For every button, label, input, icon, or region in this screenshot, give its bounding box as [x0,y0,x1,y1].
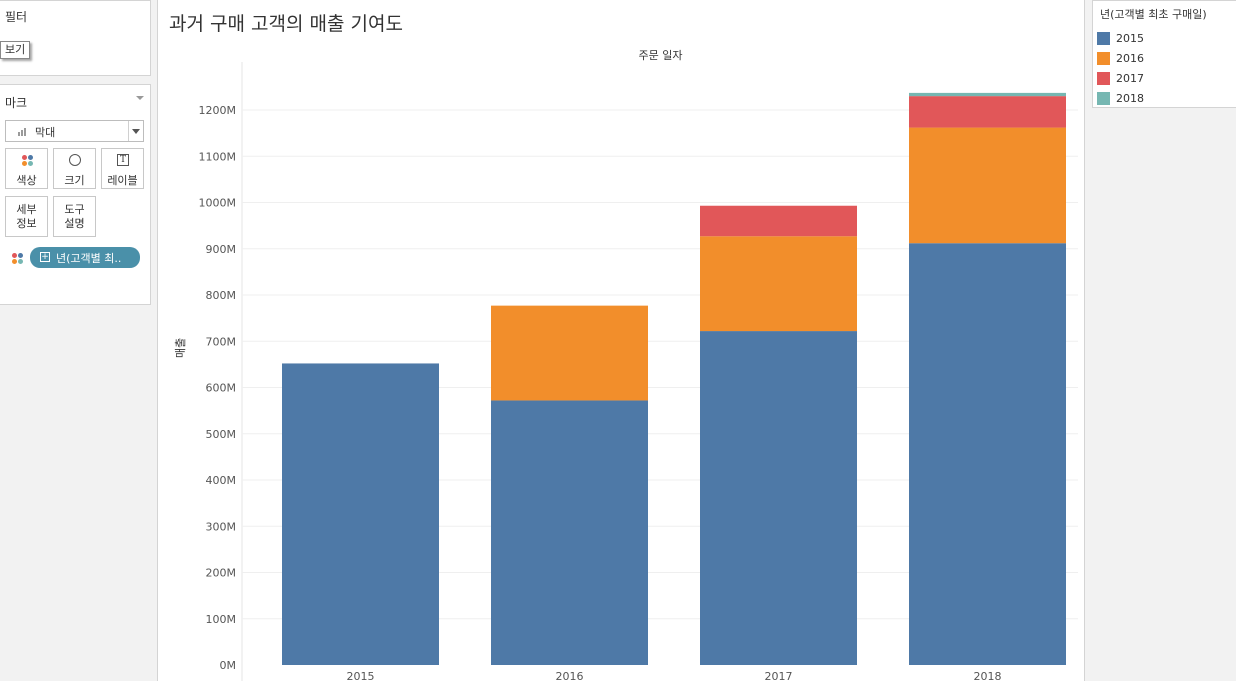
legend-swatch [1097,32,1110,45]
y-tick-label: 600M [206,382,237,395]
y-tick-label: 900M [206,243,237,256]
color-field-pill[interactable]: + 년(고객별 최.. [30,247,140,268]
legend-swatch [1097,52,1110,65]
color-field-pill-label: 년(고객별 최.. [56,252,122,265]
detail-button-label-2: 정보 [16,217,37,230]
x-tick-label: 2018 [974,670,1002,681]
bar-segment [909,92,1066,97]
y-tick-label: 800M [206,289,237,302]
y-tick-label: 300M [206,520,237,533]
bar-segment [909,127,1066,244]
y-tick-label: 100M [206,613,237,626]
bar-chart-icon [18,128,30,136]
chevron-down-icon[interactable] [132,129,140,134]
filters-card: 필터 보기 [0,0,151,76]
worksheet-view: 과거 구매 고객의 매출 기여도 주문 일자 매출 0M 100M 200M 300M… [157,0,1085,681]
color-dots-icon [20,154,34,168]
bar-segment [700,236,857,332]
mark-type-dropdown[interactable]: 막대 [5,120,144,142]
tooltip-button-label-1: 도구 [64,203,85,216]
legend-title: 년(고객별 최초 구매일) [1100,8,1207,21]
marks-menu-icon[interactable] [136,96,144,100]
color-button-label: 색상 [16,174,37,187]
x-tick-label: 2016 [556,670,584,681]
legend-swatch [1097,92,1110,105]
filters-title: 필터 [5,10,28,24]
color-button[interactable]: 색상 [5,148,48,189]
detail-button[interactable]: 세부 정보 [5,196,48,237]
color-dots-icon [11,253,25,267]
marks-card: 마크 막대 색상 크기 [0,84,151,305]
tooltip-button-label-2: 설명 [64,217,85,230]
y-tick-label: 500M [206,428,237,441]
y-tick-label: 1200M [199,104,237,117]
y-tick-label: 700M [206,335,237,348]
expand-plus-icon[interactable]: + [40,252,50,262]
color-legend: 년(고객별 최초 구매일) 2015 2016 2017 2018 [1092,0,1236,108]
legend-label: 2017 [1116,72,1144,85]
mark-type-label: 막대 [35,126,56,139]
legend-label: 2015 [1116,32,1144,45]
label-button-label: 레이블 [107,174,138,187]
legend-label: 2018 [1116,92,1144,105]
page-title: 과거 구매 고객의 매출 기여도 [169,13,403,35]
tooltip-button[interactable]: 도구 설명 [53,196,96,237]
bar-segment [700,331,857,665]
text-label-icon: T [117,154,129,166]
legend-swatch [1097,72,1110,85]
size-button-label: 크기 [64,174,85,187]
left-panel: 필터 보기 마크 막대 색상 [0,0,152,681]
y-tick-label: 200M [206,567,237,580]
y-tick-label: 1100M [199,150,237,163]
size-button[interactable]: 크기 [53,148,96,189]
label-button[interactable]: T 레이블 [101,148,144,189]
view-tag[interactable]: 보기 [0,41,31,59]
marks-title: 마크 [5,96,28,110]
y-tick-label: 400M [206,474,237,487]
bar-segment [491,305,648,401]
x-tick-label: 2017 [765,670,793,681]
bar-segment [909,96,1066,128]
stacked-bar-chart: 0M 100M 200M 300M 400M 500M 600M 700M 800M 900M 10… [199,62,1078,681]
size-icon [69,154,81,166]
dropdown-separator [128,121,129,141]
bar-segment [282,363,439,665]
bar-segment [491,400,648,665]
legend-label: 2016 [1116,52,1144,65]
bar-segment [909,243,1066,665]
detail-button-label-1: 세부 [16,203,37,216]
y-tick-label: 0M [220,659,237,672]
x-tick-label: 2015 [347,670,375,681]
y-tick-label: 1000M [199,197,237,210]
bar-segment [700,205,857,237]
x-axis-header: 주문 일자 [638,49,683,62]
